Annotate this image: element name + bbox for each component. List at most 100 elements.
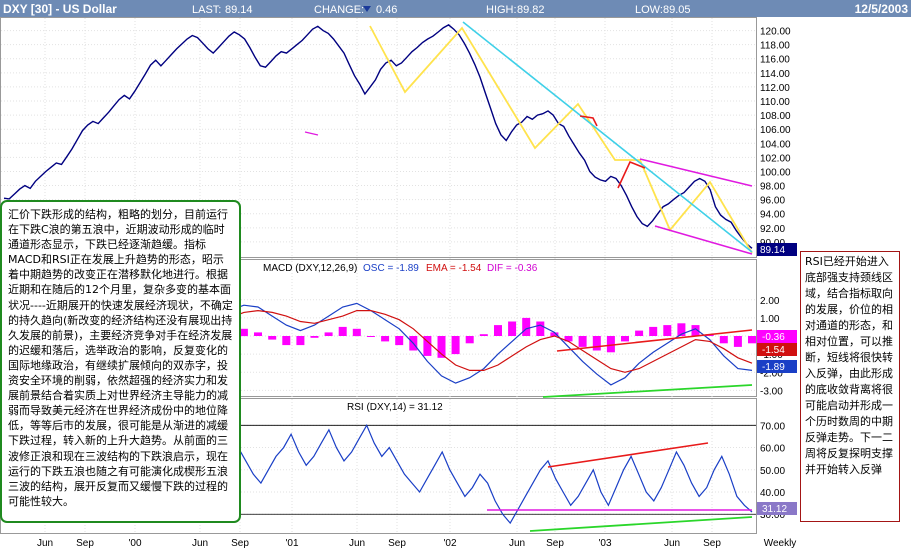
price-tick-label: 114.00 [760, 69, 790, 80]
channel-upper-magenta-trendline [639, 158, 753, 187]
macd-histogram-bar [395, 336, 404, 346]
macd-tick-label: -2.00 [760, 368, 783, 379]
macd-red-trendline [556, 329, 753, 352]
change-down-icon [363, 6, 371, 12]
macd-value-box [757, 343, 797, 356]
rsi-green-trendline [529, 516, 753, 532]
x-tick-label: '01 [285, 538, 298, 549]
price-last-box [757, 243, 797, 256]
channel-lower-magenta-trendline [654, 225, 753, 255]
x-tick-label: Jun [192, 538, 208, 549]
macd-histogram-bar [310, 336, 319, 338]
x-tick-label: Jun [664, 538, 680, 549]
header-date: 12/5/2003 [855, 2, 909, 16]
macd-value-label: -1.89 [762, 362, 785, 373]
macd-histogram-bar [296, 336, 305, 346]
macd-histogram-bar [366, 336, 375, 337]
annotation-left-text: 汇价下跌形成的结构，粗略的划分，目前运行在下跌C浪的第五浪中，近期波动形成的临时… [8, 208, 233, 508]
macd-histogram-bar [268, 336, 277, 340]
macd-histogram-bar [550, 332, 559, 336]
macd-title: MACD (DXY,12,26,9) [263, 263, 357, 274]
macd-tick-label: 2.00 [760, 296, 780, 307]
macd-histogram-bar [663, 325, 672, 336]
annotation-right-text: RSI已经开始进入底部强支持颈线区域，结合指标取向的发展，价位的相对通道的形态，… [805, 255, 893, 476]
macd-histogram-bar [578, 336, 587, 347]
macd-value-label: -1.54 [762, 345, 785, 356]
macd-histogram-bar [748, 336, 756, 344]
header-bar [0, 0, 911, 17]
price-line [3, 24, 753, 249]
channel-cyan-trendline [462, 21, 753, 253]
x-tick-label: Sep [703, 538, 721, 549]
macd-histogram-bar [465, 336, 474, 344]
macd-tick-label: -3.00 [760, 386, 783, 397]
macd-histogram-bar [592, 336, 601, 351]
low-label: LOW: [635, 4, 663, 16]
macd-histogram-bar [649, 326, 658, 336]
price-tick-label: 100.00 [760, 167, 791, 178]
price-tick-label: 106.00 [760, 125, 791, 136]
x-tick-label: '03 [598, 538, 611, 549]
macd-histogram-bar [606, 336, 615, 353]
x-tick-label: Sep [231, 538, 249, 549]
price-tick-label: 118.00 [760, 41, 790, 52]
x-tick-label: Jun [349, 538, 365, 549]
price-tick-label: 98.00 [760, 182, 785, 193]
macd-histogram-bar [536, 321, 545, 336]
x-tick-label: Jun [509, 538, 525, 549]
macd-histogram-bar [635, 330, 644, 336]
price-tick-label: 116.00 [760, 55, 790, 66]
price-last-label: 89.14 [760, 245, 785, 256]
rsi-tick-label: 60.00 [760, 444, 785, 455]
high-label: HIGH: [486, 4, 517, 16]
macd-tick-label: 1.00 [760, 314, 780, 325]
price-tick-label: 112.00 [760, 83, 790, 94]
x-tick-label: Jun [37, 538, 53, 549]
macd-histogram-bar [423, 336, 432, 356]
macd-histogram-bar [494, 325, 502, 336]
x-tick-label: Sep [76, 538, 94, 549]
x-tick-label: '00 [128, 538, 141, 549]
symbol-title: DXY [30] - US Dollar [3, 2, 117, 16]
change-value: 0.46 [376, 4, 397, 16]
macd-histogram-bar [564, 336, 573, 342]
rsi-title: RSI (DXY,14) = 31.12 [347, 402, 443, 413]
macd-histogram-bar [239, 328, 248, 337]
x-tick-label: Weekly [764, 538, 797, 549]
wave-red-trendline [579, 115, 598, 127]
macd-osc-label: OSC = -1.89 [363, 263, 419, 274]
macd-histogram-bar [437, 336, 446, 358]
last-label: LAST: [192, 4, 221, 16]
high-value: 89.82 [517, 4, 545, 16]
rsi-tick-label: 30.00 [760, 510, 785, 521]
macd-histogram-bar [381, 336, 390, 342]
rsi-tick-label: 50.00 [760, 466, 785, 477]
price-tick-label: 96.00 [760, 196, 785, 207]
macd-value-box [757, 330, 797, 343]
macd-histogram-bar [691, 325, 700, 336]
price-tick-label: 94.00 [760, 210, 785, 221]
macd-value-label: -0.36 [762, 332, 785, 343]
macd-histogram-bar [621, 336, 629, 342]
rsi-value-label: 31.12 [762, 504, 787, 515]
rsi-red-trendline [547, 442, 709, 468]
macd-value-box [757, 360, 797, 373]
macd-histogram-bar [522, 317, 531, 336]
macd-histogram-bar [324, 332, 333, 336]
price-magenta-mark [304, 131, 319, 136]
annotation-right: RSI已经开始进入底部强支持颈线区域，结合指标取向的发展，价位的相对通道的形态，… [800, 251, 900, 522]
price-tick-label: 110.00 [760, 97, 790, 108]
x-tick-label: '02 [443, 538, 456, 549]
wave-red-trendline-2 [617, 160, 646, 189]
macd-histogram-bar [282, 336, 291, 346]
macd-histogram-bar [479, 334, 488, 336]
price-tick-label: 104.00 [760, 139, 791, 150]
price-tick-label: 92.00 [760, 224, 785, 235]
rsi-tick-label: 40.00 [760, 488, 785, 499]
change-label: CHANGE: [314, 4, 364, 16]
macd-green-trendline [542, 384, 753, 398]
low-value: 89.05 [663, 4, 691, 16]
macd-dif-label: DIF = -0.36 [487, 263, 538, 274]
macd-histogram-bar [338, 326, 347, 336]
price-tick-label: 102.00 [760, 153, 791, 164]
